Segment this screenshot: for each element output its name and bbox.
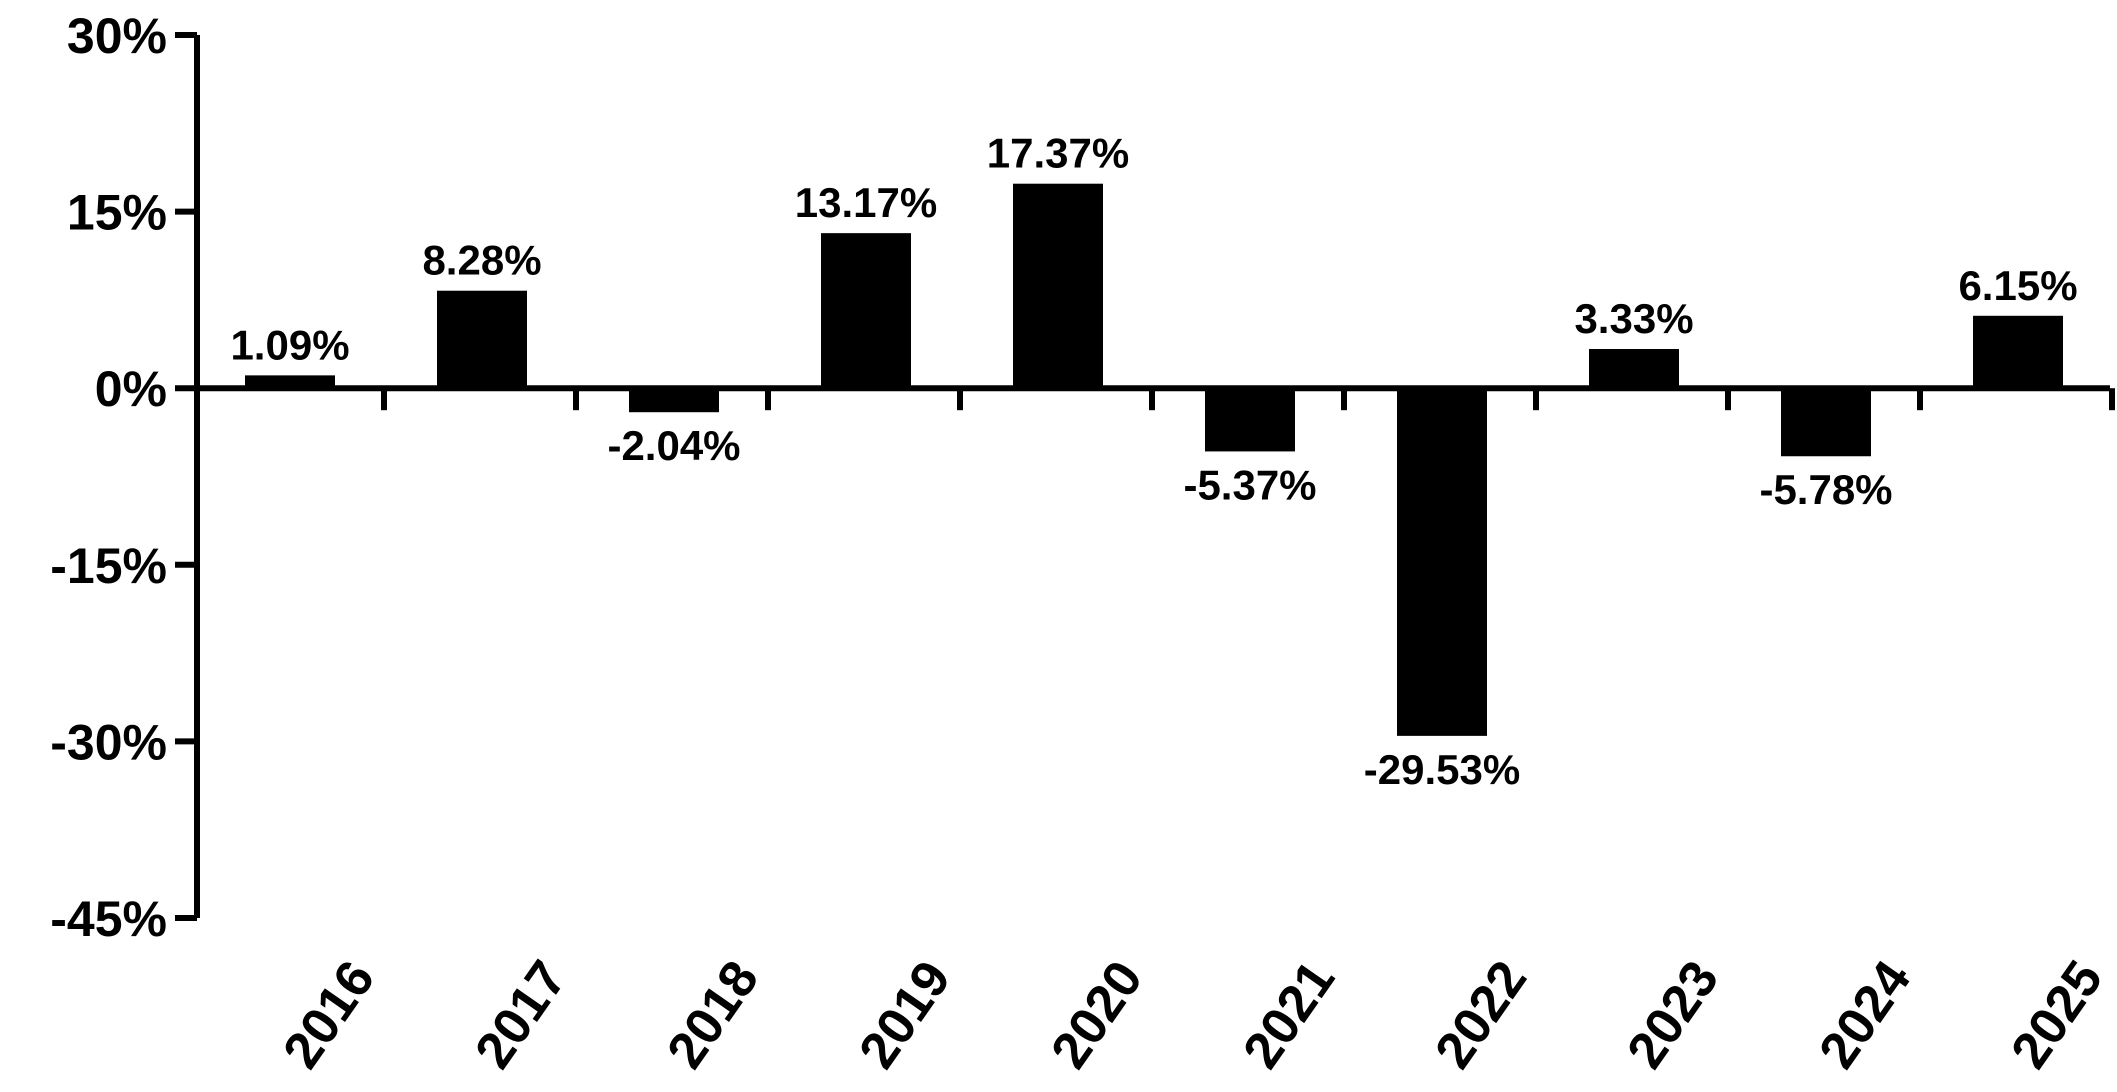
bar [245, 375, 335, 389]
data-label: 1.09% [230, 321, 349, 368]
data-label: -5.37% [1183, 461, 1316, 508]
x-tick-label: 2022 [1424, 951, 1538, 1079]
data-label: 17.37% [987, 130, 1129, 177]
bar [1013, 183, 1103, 389]
x-tick-label: 2024 [1808, 951, 1922, 1079]
data-label: -29.53% [1364, 746, 1520, 793]
x-tick-label: 2016 [272, 951, 386, 1079]
bar [1781, 388, 1871, 457]
y-tick-label: 15% [67, 185, 167, 241]
x-tick-label: 2025 [2000, 951, 2114, 1079]
x-tick-label: 2017 [464, 951, 578, 1079]
data-label: 3.33% [1574, 295, 1693, 342]
bars [245, 183, 2063, 736]
y-tick-label: 0% [95, 361, 167, 417]
y-tick-label: -45% [50, 891, 167, 947]
bar [629, 388, 719, 413]
x-tick-label: 2018 [656, 951, 770, 1079]
data-label: 6.15% [1958, 262, 2077, 309]
x-tick-label: 2023 [1616, 951, 1730, 1079]
bar [1397, 388, 1487, 736]
y-tick-label: 30% [67, 8, 167, 64]
y-tick-label: -15% [50, 538, 167, 594]
x-tick-label: 2021 [1232, 951, 1346, 1079]
y-tick-label: -30% [50, 714, 167, 770]
data-label: 8.28% [422, 237, 541, 284]
data-label: -5.78% [1759, 466, 1892, 513]
data-label: 13.17% [795, 179, 937, 226]
x-tick-label: 2019 [848, 951, 962, 1079]
x-tick-label: 2020 [1040, 951, 1154, 1079]
bar [1589, 348, 1679, 389]
y-axis: 30% 15% 0% -15% -30% -45% [50, 8, 200, 947]
bar [821, 233, 911, 389]
bar [1973, 315, 2063, 389]
data-label: -2.04% [607, 422, 740, 469]
bar [437, 290, 527, 389]
bar [1205, 388, 1295, 452]
data-labels: 1.09% 8.28% -2.04% 13.17% 17.37% -5.37% -29.53… [230, 130, 2077, 793]
